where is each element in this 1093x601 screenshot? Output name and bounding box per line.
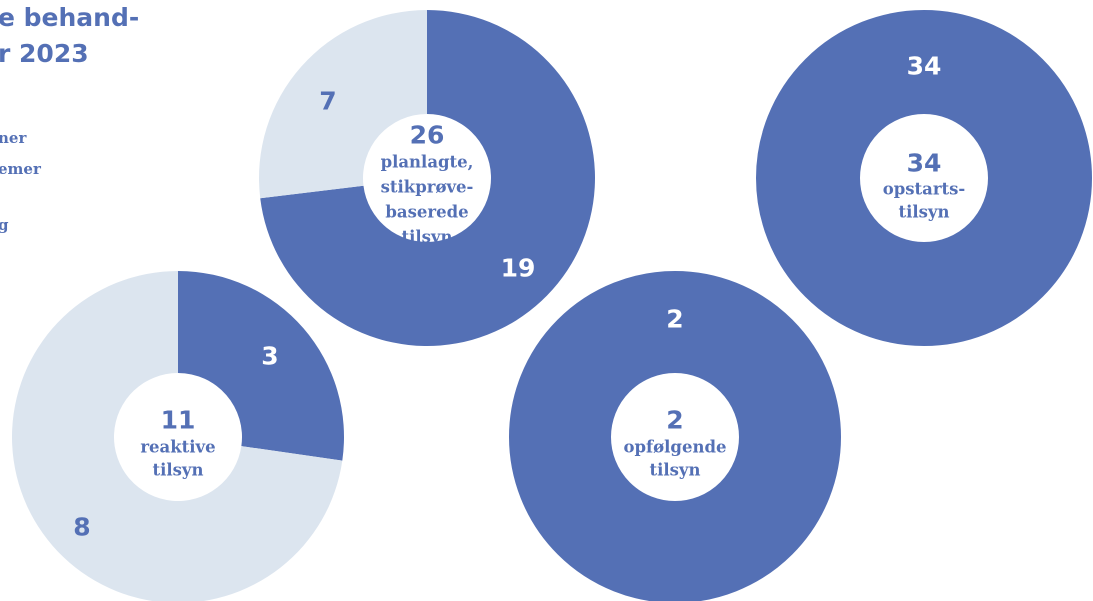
legend-item: emer — [0, 160, 41, 178]
donut-total: 26 — [410, 121, 445, 150]
donut-total: 34 — [907, 149, 942, 178]
donut-center-label: tilsyn — [401, 228, 452, 247]
donut-center-label: tilsyn — [152, 461, 203, 480]
donut-chart: 19 7 26 planlagte, stikprøve-baserede tilsyn — [259, 10, 595, 346]
donut-segment — [260, 10, 595, 346]
donut-center-label: baserede — [385, 203, 468, 222]
donut-segment — [756, 10, 1092, 346]
page-title: e behand- r 2023 — [0, 0, 139, 72]
segment-value-label: 34 — [907, 52, 942, 81]
donut-total: 2 — [666, 406, 683, 435]
donut-center-label: tilsyn — [649, 461, 700, 480]
donut-chart: 3 8 11 reaktive tilsyn — [12, 271, 344, 601]
segment-value-label: 19 — [501, 254, 536, 283]
donut-center-label: opstarts- — [883, 180, 966, 199]
title-line-1: e behand- — [0, 3, 140, 32]
legend-item: ner — [0, 129, 27, 147]
donut-center-label: opfølgende — [624, 438, 727, 457]
donut-total: 11 — [161, 406, 196, 435]
donut-center-label: reaktive — [140, 438, 215, 457]
donut-segment — [259, 10, 427, 199]
donut-chart: 34 34 opstarts-tilsyn — [756, 10, 1092, 346]
donut-segment — [12, 271, 343, 601]
segment-value-label: 8 — [73, 513, 90, 542]
donut-chart: 2 2 opfølgende tilsyn — [509, 271, 841, 601]
legend-item: g — [0, 216, 9, 234]
title-line-2: r 2023 — [0, 39, 89, 68]
donut-center-label: tilsyn — [898, 203, 949, 222]
donut-center-label: stikprøve- — [381, 178, 474, 197]
donut-segment — [178, 271, 344, 461]
segment-value-label: 7 — [319, 87, 336, 116]
segment-value-label: 3 — [261, 342, 278, 371]
donut-center-label: planlagte, — [381, 153, 474, 172]
donut-segment — [509, 271, 841, 601]
segment-value-label: 2 — [666, 305, 683, 334]
